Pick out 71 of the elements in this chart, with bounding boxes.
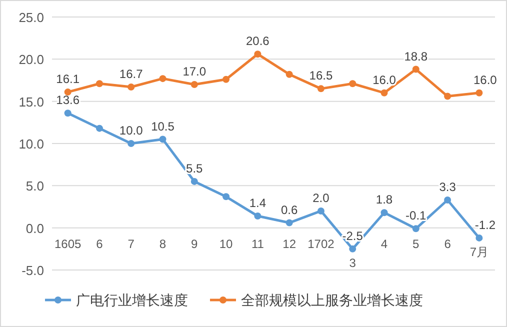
data-label: 3.3 — [439, 180, 456, 194]
point — [349, 80, 356, 88]
point — [159, 75, 166, 82]
point — [444, 92, 452, 100]
legend-label: 全部规模以上服务业增长速度 — [241, 292, 423, 308]
point — [64, 110, 72, 117]
point — [128, 140, 135, 147]
point — [159, 136, 166, 143]
x-tick-label: 1605 — [54, 236, 82, 251]
point — [476, 234, 483, 242]
point — [190, 80, 198, 88]
point — [412, 66, 420, 73]
x-tick-label: 10 — [219, 236, 234, 251]
point — [254, 50, 262, 58]
y-tick-label: 5.0 — [26, 178, 44, 194]
point — [286, 70, 293, 78]
point — [222, 76, 230, 83]
point — [444, 196, 452, 204]
point — [254, 212, 262, 220]
x-tick-label: 12 — [282, 236, 296, 251]
data-label: -0.1 — [406, 208, 427, 223]
y-tick-label: 10.0 — [18, 136, 44, 152]
y-tick-label: 0.0 — [26, 220, 44, 236]
point — [190, 178, 198, 185]
x-tick-label: 9 — [191, 236, 198, 251]
data-label: 10.0 — [119, 124, 144, 138]
y-tick-label: 20.0 — [18, 52, 44, 68]
data-label: -1.2 — [474, 218, 496, 232]
point — [476, 89, 483, 96]
point — [286, 219, 293, 226]
x-tick-label: 3 — [349, 256, 356, 270]
data-label: 1.4 — [249, 196, 266, 210]
x-tick-label: 1702 — [308, 236, 335, 251]
y-tick-label: 15.0 — [18, 94, 44, 110]
data-label: 1.8 — [376, 192, 393, 207]
x-tick-label: 7 — [128, 236, 135, 251]
point — [64, 88, 72, 96]
data-label: 16.1 — [56, 72, 80, 86]
x-tick-label: 8 — [159, 236, 166, 251]
legend-label: 广电行业增长速度 — [76, 292, 188, 308]
point — [412, 225, 420, 232]
point — [96, 124, 103, 132]
x-tick-label: 4 — [380, 236, 388, 251]
x-tick-label: 7月 — [470, 244, 489, 259]
point — [96, 80, 103, 88]
point — [128, 83, 135, 90]
point — [380, 209, 388, 216]
point — [317, 85, 324, 92]
point — [317, 207, 324, 214]
x-tick-label: 6 — [444, 236, 452, 251]
x-tick-label: 6 — [96, 236, 104, 251]
data-label: 2.0 — [312, 190, 330, 205]
data-label: 20.6 — [246, 34, 270, 48]
point — [222, 193, 230, 200]
x-tick-label: 11 — [251, 236, 264, 251]
point — [349, 245, 356, 252]
data-label: 16.0 — [372, 72, 396, 87]
data-label: 16.0 — [474, 72, 498, 87]
y-tick-label: -5.0 — [22, 263, 44, 278]
x-tick-label: 5 — [412, 236, 420, 251]
data-label: 10.5 — [151, 119, 175, 134]
data-label: 5.5 — [186, 161, 204, 176]
data-label: 18.8 — [404, 49, 428, 64]
data-label: -2.5 — [342, 228, 364, 243]
data-label: 17.0 — [182, 64, 206, 78]
point — [380, 89, 388, 96]
data-label: 16.5 — [309, 68, 333, 83]
data-label: 13.6 — [56, 93, 80, 108]
data-label: 0.6 — [280, 202, 298, 217]
y-tick-label: 25.0 — [18, 10, 44, 25]
data-label: 16.7 — [119, 66, 144, 81]
